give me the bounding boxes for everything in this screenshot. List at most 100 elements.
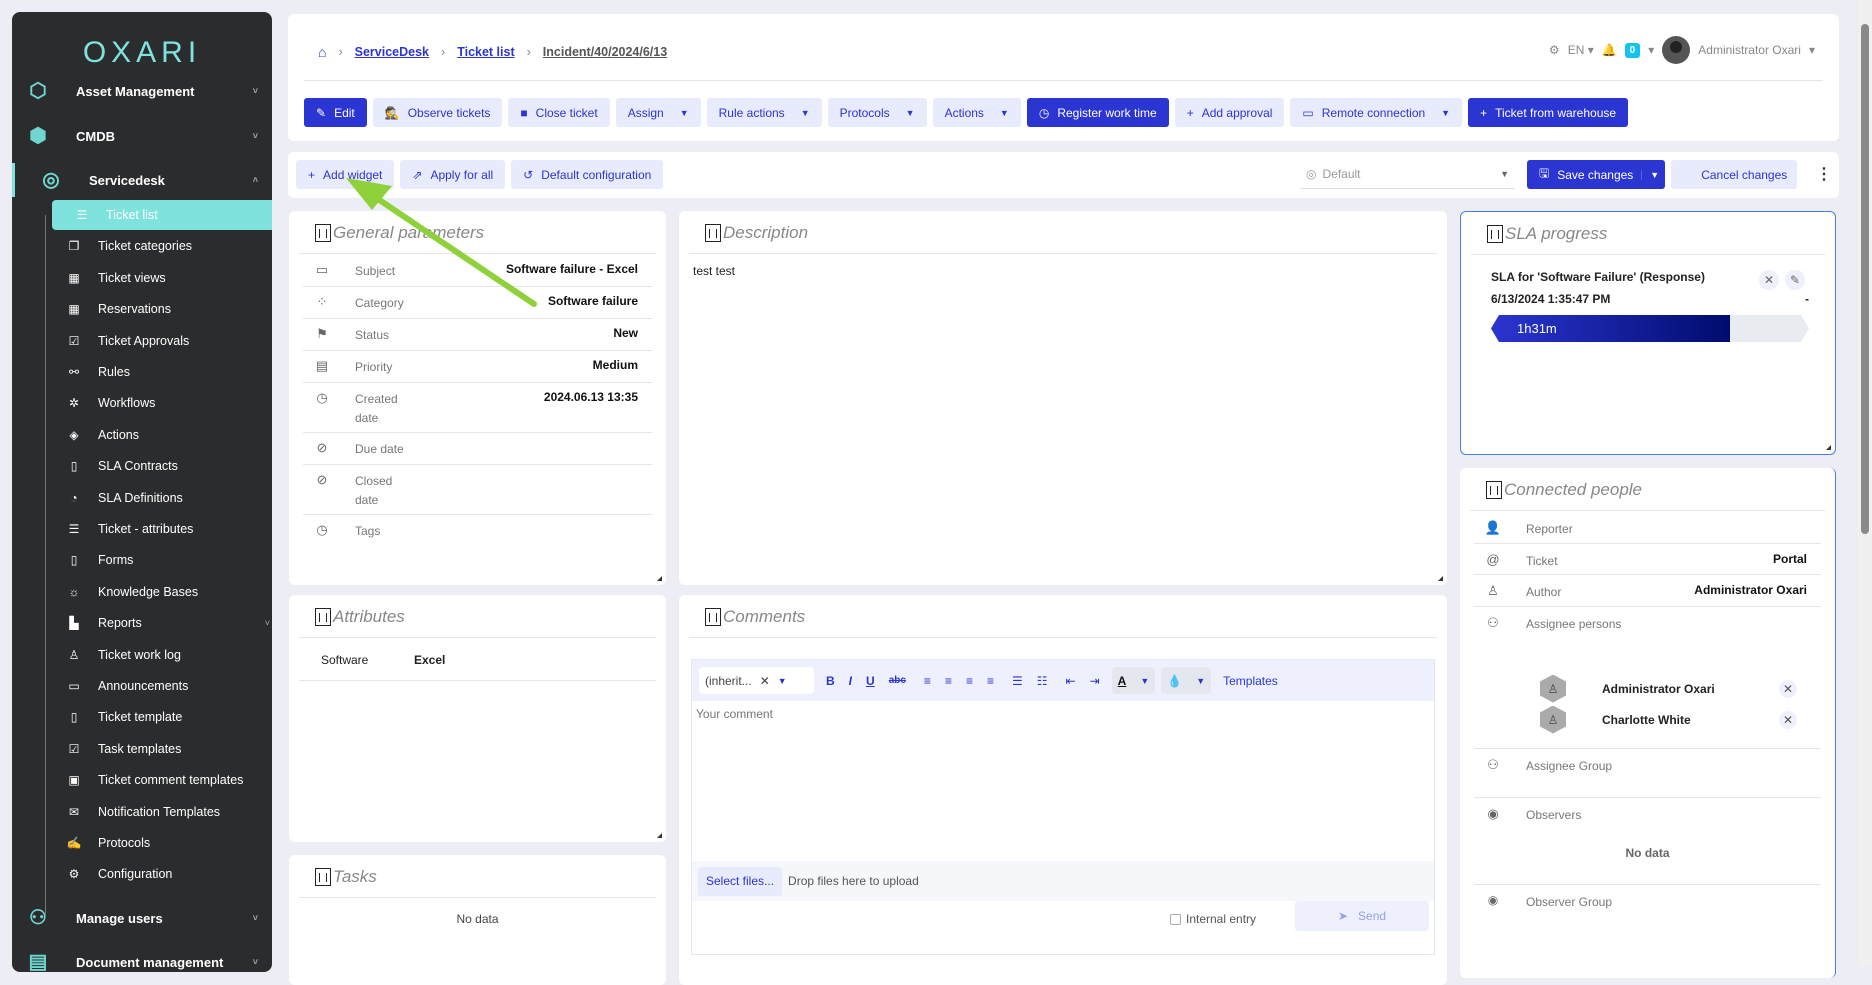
- more-icon[interactable]: ⋮: [1816, 166, 1832, 183]
- breadcrumb-ticket-list[interactable]: Ticket list: [457, 45, 515, 59]
- background-color-icon[interactable]: 💧: [1167, 673, 1183, 688]
- trash-icon[interactable]: [315, 224, 331, 242]
- protocols-button[interactable]: Protocols ▼: [827, 98, 927, 127]
- default-configuration-button[interactable]: ↺ Default configuration: [511, 160, 664, 189]
- sidebar-item-ticket-attributes[interactable]: ☰ Ticket - attributes: [52, 514, 272, 544]
- chevron-down-icon[interactable]: ▼: [1140, 675, 1150, 686]
- view-select[interactable]: ◎ Default ▼: [1300, 160, 1515, 189]
- align-center-icon[interactable]: ≡: [944, 673, 952, 688]
- sidebar-item-ticket-categories[interactable]: ❐ Ticket categories: [52, 231, 272, 261]
- trash-icon[interactable]: [315, 868, 331, 886]
- chevron-down-icon[interactable]: ▼: [1196, 675, 1206, 686]
- avatar[interactable]: [1662, 36, 1691, 64]
- edit-button[interactable]: ✎ Edit: [304, 98, 367, 127]
- comment-textarea[interactable]: Your comment: [696, 707, 773, 721]
- align-right-icon[interactable]: ≡: [965, 673, 973, 688]
- trash-icon[interactable]: [705, 608, 721, 626]
- resize-handle[interactable]: [657, 576, 662, 581]
- sidebar-item-servicedesk[interactable]: ◎ Servicedesk ˄: [12, 163, 272, 197]
- save-dropdown[interactable]: ▼: [1641, 169, 1659, 180]
- save-changes-button[interactable]: 🖫 Save changes ▼: [1527, 160, 1666, 189]
- align-left-icon[interactable]: ≡: [923, 673, 931, 688]
- upload-area[interactable]: Select files... Drop files here to uploa…: [692, 861, 1434, 901]
- sidebar-item-announcements[interactable]: ▭ Announcements: [52, 671, 272, 701]
- sidebar-item-ticket-template[interactable]: ▯ Ticket template: [52, 702, 272, 732]
- ticket-from-warehouse-button[interactable]: + Ticket from warehouse: [1468, 98, 1629, 127]
- apply-for-all-button[interactable]: ⇗ Apply for all: [400, 160, 506, 189]
- rule-actions-button[interactable]: Rule actions ▼: [706, 98, 822, 127]
- italic-icon[interactable]: I: [848, 673, 853, 688]
- remote-connection-button[interactable]: ▭ Remote connection ▼: [1290, 98, 1463, 127]
- chevron-down-icon: ▼: [1441, 107, 1451, 118]
- sidebar-item-workflows[interactable]: ✲ Workflows: [52, 388, 272, 418]
- pencil-icon[interactable]: ✎: [1785, 270, 1805, 290]
- user-name[interactable]: Administrator Oxari: [1698, 43, 1801, 57]
- sidebar-item-ticket-list[interactable]: ☰ Ticket list: [52, 200, 272, 230]
- send-button[interactable]: ➤ Send: [1295, 901, 1429, 931]
- bell-icon[interactable]: 🔔: [1601, 43, 1617, 57]
- sidebar-item-sla-contracts[interactable]: ▯ SLA Contracts: [52, 451, 272, 481]
- scrollbar-thumb[interactable]: [1861, 24, 1869, 534]
- sidebar-item-rules[interactable]: ⚯ Rules: [52, 357, 272, 387]
- underline-icon[interactable]: U: [866, 673, 875, 688]
- font-color-icon[interactable]: A: [1117, 673, 1127, 688]
- sidebar-item-cmdb[interactable]: ⬢ CMDB ˅: [12, 119, 272, 153]
- sidebar-item-manage-users[interactable]: ⚇ Manage users ˅: [12, 901, 272, 935]
- sidebar-item-asset-management[interactable]: ⬡ Asset Management ˅: [12, 74, 272, 108]
- resize-handle[interactable]: [1826, 445, 1831, 450]
- notification-dropdown[interactable]: ▾: [1648, 43, 1655, 57]
- sidebar-item-document-management[interactable]: ▤ Document management ˅: [12, 945, 272, 972]
- outdent-icon[interactable]: ⇤: [1065, 673, 1076, 688]
- sidebar-item-protocols[interactable]: ✍ Protocols: [52, 828, 272, 858]
- scrollbar[interactable]: [1858, 0, 1872, 966]
- sidebar-item-reports[interactable]: ▙ Reports ˅: [52, 608, 272, 638]
- sidebar-item-sla-definitions[interactable]: ◔ SLA Definitions: [52, 483, 272, 513]
- user-menu-chevron-icon[interactable]: ▾: [1808, 43, 1815, 57]
- sidebar-item-task-templates[interactable]: ☑ Task templates: [52, 734, 272, 764]
- sidebar-item-actions[interactable]: ◈ Actions: [52, 420, 272, 450]
- observe-tickets-button[interactable]: 🕵 Observe tickets: [372, 98, 503, 127]
- resize-handle[interactable]: [657, 833, 662, 838]
- indent-icon[interactable]: ⇥: [1089, 673, 1100, 688]
- settings-icon[interactable]: ⚙: [1548, 43, 1560, 57]
- sidebar-item-notification-templates[interactable]: ✉ Notification Templates: [52, 797, 272, 827]
- actions-button[interactable]: Actions ▼: [932, 98, 1021, 127]
- sidebar-item-reservations[interactable]: ▦ Reservations: [52, 294, 272, 324]
- close-ticket-button[interactable]: ■ Close ticket: [508, 98, 610, 127]
- trash-icon[interactable]: [1487, 225, 1503, 243]
- resize-handle[interactable]: [1438, 576, 1443, 581]
- breadcrumb-servicedesk[interactable]: ServiceDesk: [354, 45, 430, 59]
- language-select[interactable]: EN ▾: [1567, 43, 1594, 57]
- trash-icon[interactable]: [705, 224, 721, 242]
- sidebar-item-configuration[interactable]: ⚙ Configuration: [52, 859, 272, 889]
- trash-icon[interactable]: [315, 608, 331, 626]
- internal-entry-checkbox[interactable]: Internal entry: [1170, 912, 1256, 926]
- notification-badge[interactable]: 0: [1624, 42, 1641, 58]
- sidebar-item-ticket-work-log[interactable]: ♙ Ticket work log: [52, 640, 272, 670]
- trash-icon[interactable]: [1486, 481, 1502, 499]
- select-files-button[interactable]: Select files...: [698, 866, 783, 896]
- sidebar-item-forms[interactable]: ▯ Forms: [52, 545, 272, 575]
- sidebar-item-ticket-approvals[interactable]: ☑ Ticket Approvals: [52, 326, 272, 356]
- home-icon[interactable]: ⌂: [318, 44, 327, 60]
- remove-assignee-icon[interactable]: ✕: [1779, 710, 1797, 729]
- strikethrough-icon[interactable]: abc: [888, 675, 906, 686]
- numbered-list-icon[interactable]: ☷: [1036, 673, 1048, 688]
- cancel-changes-button[interactable]: Cancel changes: [1671, 160, 1798, 189]
- sidebar-item-ticket-comment-templates[interactable]: ▣ Ticket comment templates: [52, 765, 272, 795]
- register-work-time-button[interactable]: ◷ Register work time: [1026, 98, 1169, 127]
- close-icon[interactable]: ✕: [1759, 270, 1779, 290]
- assign-button[interactable]: Assign ▼: [615, 98, 701, 127]
- add-approval-button[interactable]: + Add approval: [1174, 98, 1285, 127]
- bold-icon[interactable]: B: [826, 673, 835, 688]
- font-select[interactable]: (inherit... ✕ ▼: [699, 667, 814, 694]
- sidebar-item-ticket-views[interactable]: ▦ Ticket views: [52, 263, 272, 293]
- clear-icon: ✕: [759, 673, 770, 688]
- flag-icon: ⚑: [316, 326, 328, 341]
- add-widget-button[interactable]: + Add widget: [296, 160, 395, 189]
- sidebar-item-knowledge-bases[interactable]: ☼ Knowledge Bases: [52, 577, 272, 607]
- remove-assignee-icon[interactable]: ✕: [1779, 679, 1797, 698]
- templates-button[interactable]: Templates: [1217, 667, 1284, 694]
- align-justify-icon[interactable]: ≡: [986, 673, 994, 688]
- bullet-list-icon[interactable]: ☰: [1011, 673, 1023, 688]
